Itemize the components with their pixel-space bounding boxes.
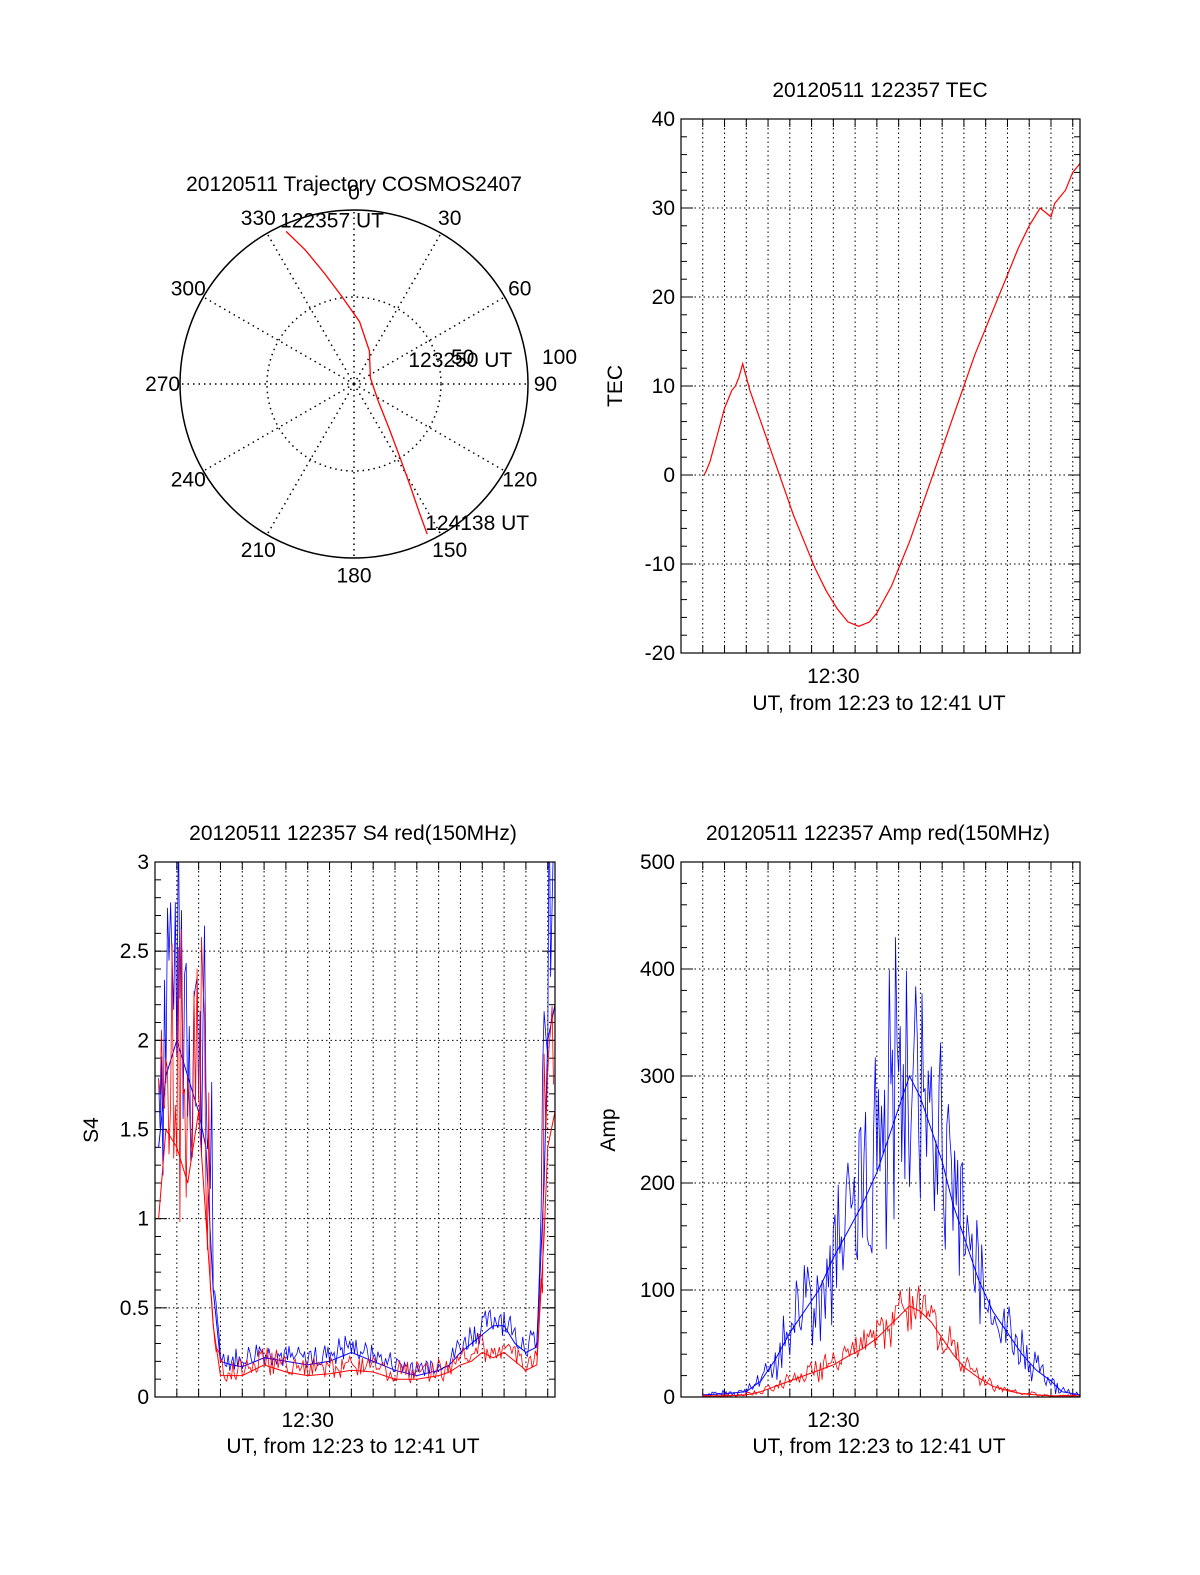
polar-title: 20120511 Trajectory COSMOS2407 (186, 173, 522, 196)
s4-frame (154, 861, 556, 1398)
trajectory-time-label: 122357 UT (280, 209, 384, 232)
s4-ytick-label: 1.5 (120, 1119, 149, 1142)
amp-plot-area: 0 100 200 300 400 500 12:30 (640, 851, 1081, 1432)
tec-frame (680, 118, 1081, 654)
s4-ytick-label: 0 (137, 1386, 149, 1409)
tec-ytick-label: 40 (652, 108, 675, 131)
tec-xtick-label: 12:30 (807, 665, 860, 688)
amp-ytick-label: 300 (640, 1065, 675, 1088)
polar-spoke-300 (202, 296, 355, 385)
s4-series-group (158, 862, 555, 1384)
polar-grid (179, 209, 529, 559)
tec-plot-area: -20 -10 0 10 20 30 40 12:30 (645, 108, 1081, 688)
polar-spoke-210 (266, 383, 355, 536)
amp-ylabel: Amp (597, 1108, 620, 1151)
amp-series-line (702, 1305, 1080, 1397)
polar-azimuth-label: 270 (145, 373, 180, 396)
polar-series (285, 230, 428, 535)
polar-spoke-240 (202, 383, 355, 472)
tec-chart: 20120511 122357 TEC TEC UT, from 12:23 t… (604, 79, 1081, 715)
polar-azimuth-label: 90 (534, 373, 557, 396)
trajectory-polar-chart: 20120511 Trajectory COSMOS2407 0 30 60 90 12… (145, 173, 577, 587)
amp-title: 20120511 122357 Amp red(150MHz) (706, 822, 1050, 845)
polar-azimuth-label: 60 (508, 277, 531, 300)
polar-azimuth-label: 240 (171, 469, 206, 492)
s4-ytick-label: 2.5 (120, 940, 149, 963)
tec-title: 20120511 122357 TEC (772, 79, 987, 102)
s4-chart: 20120511 122357 S4 red(150MHz) S4 UT, fr… (80, 822, 556, 1458)
polar-spoke-60 (353, 296, 506, 385)
amp-series-group (702, 937, 1080, 1397)
trajectory-time-label: 124138 UT (425, 512, 529, 535)
polar-azimuth-label: 150 (432, 539, 467, 562)
polar-azimuth-label: 30 (438, 207, 461, 230)
polar-ring-50 (266, 296, 442, 472)
s4-ytick-label: 1 (137, 1208, 149, 1231)
polar-radial-label: 50 (451, 346, 474, 369)
s4-series-texture (158, 929, 554, 1384)
polar-azimuth-label: 300 (171, 277, 206, 300)
polar-spoke-120 (353, 383, 506, 472)
amp-chart: 20120511 122357 Amp red(150MHz) Amp UT, … (597, 822, 1081, 1458)
polar-labels: 0 30 60 90 120 150 180 210 240 270 300 330 50 100 1223… (145, 182, 577, 588)
polar-azimuth-label: 0 (348, 182, 360, 205)
s4-ytick-label: 0.5 (120, 1297, 149, 1320)
tec-series-group (703, 163, 1080, 627)
s4-series-texture (158, 862, 554, 1378)
tec-ytick-label: 20 (652, 286, 675, 309)
tec-ytick-label: -10 (645, 553, 675, 576)
polar-spoke-30 (353, 232, 442, 385)
s4-xtick-label: 12:30 (281, 1409, 334, 1432)
polar-outer-circle (179, 209, 529, 559)
s4-ytick-label: 2 (137, 1029, 149, 1052)
trajectory-line (285, 230, 428, 535)
s4-ytick-label: 3 (137, 851, 149, 874)
s4-xlabel: UT, from 12:23 to 12:41 UT (226, 1435, 479, 1458)
s4-ylabel: S4 (80, 1117, 103, 1143)
amp-frame (680, 861, 1081, 1398)
s4-title: 20120511 122357 S4 red(150MHz) (189, 822, 517, 845)
polar-spoke-150 (353, 383, 442, 536)
amp-series-texture (702, 937, 1079, 1397)
amp-xtick-label: 12:30 (807, 1409, 860, 1432)
tec-series-line (703, 163, 1080, 627)
polar-azimuth-label: 180 (336, 564, 371, 587)
polar-azimuth-label: 210 (241, 539, 276, 562)
polar-azimuth-label: 120 (502, 469, 537, 492)
tec-ytick-label: 0 (663, 464, 675, 487)
polar-spoke-330 (266, 232, 355, 385)
s4-plot-area: 0 0.5 1 1.5 2 2.5 3 12:30 (120, 851, 556, 1432)
tec-ytick-label: -20 (645, 642, 675, 665)
amp-ytick-label: 100 (640, 1279, 675, 1302)
tec-ytick-label: 10 (652, 375, 675, 398)
tec-xlabel: UT, from 12:23 to 12:41 UT (752, 692, 1005, 715)
amp-ytick-label: 200 (640, 1172, 675, 1195)
polar-azimuth-label: 330 (241, 207, 276, 230)
tec-ylabel: TEC (604, 365, 627, 407)
amp-ytick-label: 400 (640, 958, 675, 981)
trajectory-time-label: 123250 UT (408, 349, 512, 372)
amp-ytick-label: 0 (663, 1386, 675, 1409)
amp-ytick-label: 500 (640, 851, 675, 874)
tec-ytick-label: 30 (652, 197, 675, 220)
amp-xlabel: UT, from 12:23 to 12:41 UT (752, 1435, 1005, 1458)
polar-radial-label: 100 (542, 346, 577, 369)
amp-series-texture (702, 1285, 1079, 1397)
s4-series-line (158, 1111, 555, 1380)
